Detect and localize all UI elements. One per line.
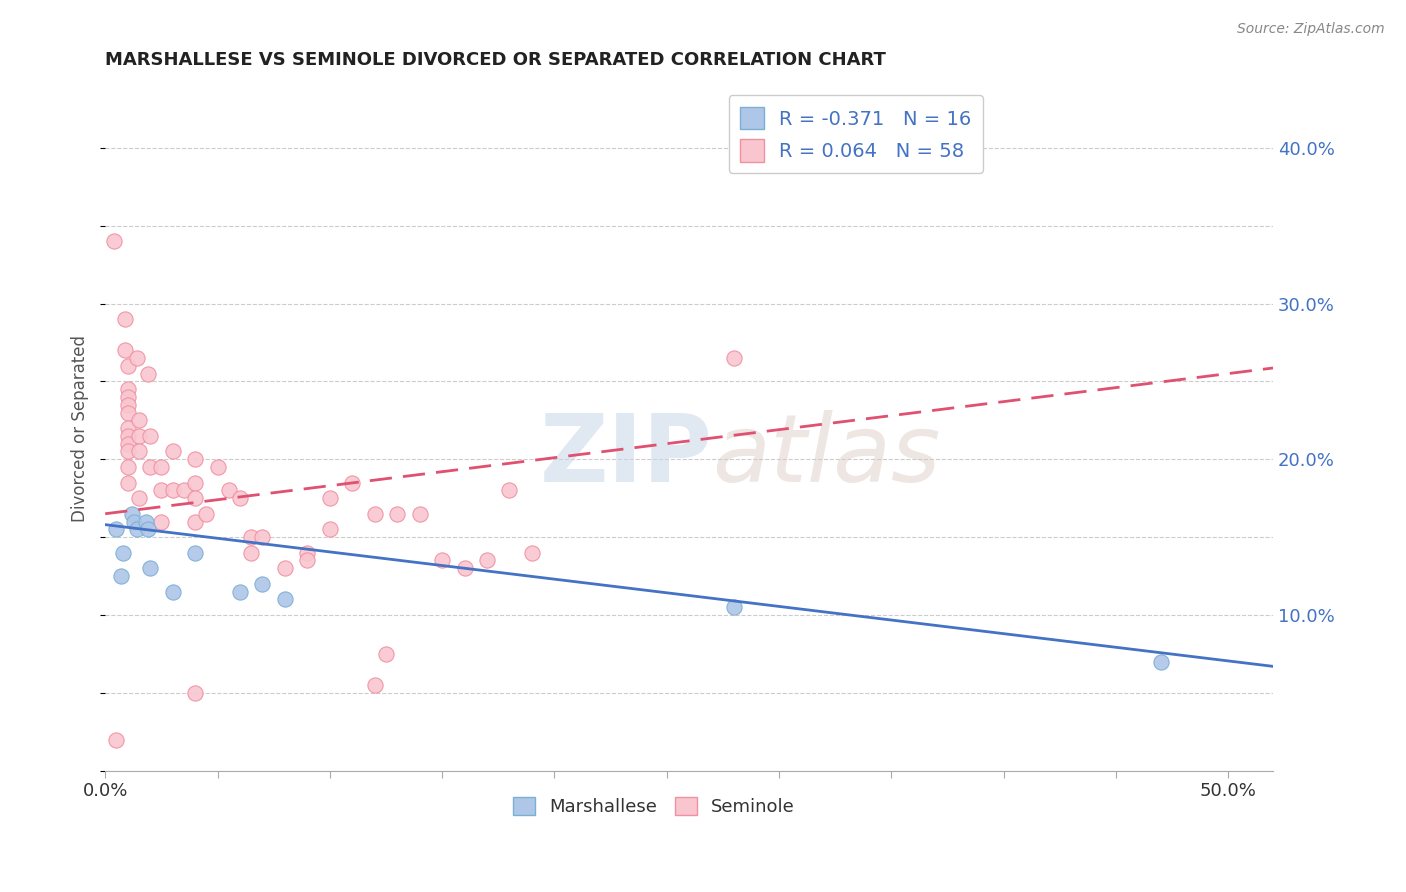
Point	[520, 546, 543, 560]
Point	[240, 546, 263, 560]
Point	[117, 436, 139, 450]
Point	[117, 405, 139, 419]
Text: ZIP: ZIP	[540, 409, 713, 501]
Y-axis label: Divorced or Separated: Divorced or Separated	[72, 334, 89, 522]
Point	[453, 561, 475, 575]
Text: atlas: atlas	[713, 410, 941, 501]
Point	[117, 390, 139, 404]
Point	[274, 561, 297, 575]
Point	[207, 460, 229, 475]
Point	[128, 491, 150, 505]
Point	[117, 460, 139, 475]
Point	[229, 491, 252, 505]
Point	[125, 351, 148, 365]
Point	[252, 577, 274, 591]
Point	[218, 483, 240, 498]
Point	[117, 382, 139, 396]
Point	[1150, 655, 1173, 669]
Point	[117, 421, 139, 435]
Point	[150, 460, 173, 475]
Point	[128, 429, 150, 443]
Point	[150, 483, 173, 498]
Point	[136, 522, 159, 536]
Point	[342, 475, 364, 490]
Point	[139, 561, 162, 575]
Point	[723, 600, 745, 615]
Point	[184, 686, 207, 700]
Point	[173, 483, 195, 498]
Point	[498, 483, 520, 498]
Point	[112, 546, 135, 560]
Point	[475, 553, 498, 567]
Point	[319, 491, 342, 505]
Point	[252, 530, 274, 544]
Point	[125, 522, 148, 536]
Point	[103, 234, 125, 248]
Point	[385, 507, 408, 521]
Text: MARSHALLESE VS SEMINOLE DIVORCED OR SEPARATED CORRELATION CHART: MARSHALLESE VS SEMINOLE DIVORCED OR SEPA…	[105, 51, 886, 69]
Point	[114, 343, 136, 358]
Point	[117, 475, 139, 490]
Point	[195, 507, 218, 521]
Point	[229, 584, 252, 599]
Point	[297, 553, 319, 567]
Point	[240, 530, 263, 544]
Point	[150, 515, 173, 529]
Point	[364, 678, 387, 692]
Point	[364, 507, 387, 521]
Point	[128, 413, 150, 427]
Point	[162, 483, 184, 498]
Point	[117, 429, 139, 443]
Point	[274, 592, 297, 607]
Point	[723, 351, 745, 365]
Legend: Marshallese, Seminole: Marshallese, Seminole	[506, 789, 803, 823]
Point	[124, 515, 146, 529]
Point	[184, 515, 207, 529]
Point	[184, 491, 207, 505]
Point	[114, 312, 136, 326]
Point	[105, 732, 128, 747]
Point	[117, 444, 139, 458]
Point	[128, 444, 150, 458]
Point	[139, 460, 162, 475]
Point	[117, 398, 139, 412]
Point	[319, 522, 342, 536]
Point	[184, 475, 207, 490]
Point	[297, 546, 319, 560]
Point	[105, 522, 128, 536]
Point	[184, 452, 207, 467]
Point	[136, 367, 159, 381]
Point	[117, 359, 139, 373]
Point	[430, 553, 453, 567]
Point	[162, 584, 184, 599]
Point	[135, 515, 157, 529]
Point	[110, 569, 132, 583]
Point	[408, 507, 430, 521]
Point	[162, 444, 184, 458]
Point	[121, 507, 143, 521]
Point	[184, 546, 207, 560]
Point	[374, 647, 396, 661]
Point	[139, 429, 162, 443]
Text: Source: ZipAtlas.com: Source: ZipAtlas.com	[1237, 22, 1385, 37]
